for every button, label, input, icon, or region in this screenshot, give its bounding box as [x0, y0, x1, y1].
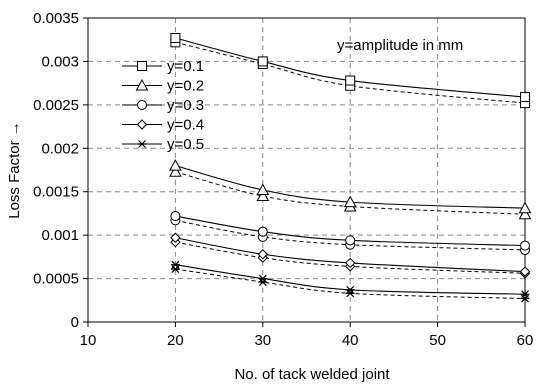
data-point — [518, 201, 532, 214]
x-tick-label: 50 — [429, 332, 446, 349]
data-point-dashed — [518, 207, 532, 220]
series-line — [175, 215, 526, 247]
data-point — [258, 274, 268, 283]
legend-item: y=0.5 — [122, 136, 204, 153]
legend-marker — [136, 119, 148, 130]
y-tick-label: 0 — [71, 314, 79, 331]
series-y=0.3 — [170, 211, 530, 255]
x-tick-label: 60 — [517, 332, 534, 349]
series-y=0.2 — [169, 159, 532, 220]
y-tick-labels: 0 0.0005 0.001 0.0015 0.002 0.0025 0.003 0.0035 — [33, 10, 79, 331]
legend-item: y=0.4 — [122, 117, 204, 134]
legend-label: y=0.4 — [167, 117, 204, 134]
series-line — [175, 237, 526, 273]
data-point — [345, 285, 355, 294]
legend-marker — [137, 140, 147, 148]
legend-label: y=0.5 — [167, 136, 204, 153]
data-point — [257, 249, 269, 260]
y-tick-label: 0.0025 — [33, 97, 79, 114]
legend-item: y=0.1 — [122, 58, 204, 75]
legend-item: y=0.3 — [122, 97, 204, 114]
legend-marker — [135, 78, 149, 91]
y-tick-label: 0.002 — [41, 140, 79, 157]
y-tick-label: 0.001 — [41, 227, 79, 244]
data-point — [344, 257, 356, 269]
data-point-dashed — [256, 189, 270, 202]
series-line-dashed — [175, 41, 526, 104]
data-point — [519, 266, 531, 277]
y-axis-title: Loss Factor → — [6, 121, 23, 219]
grid-lines — [88, 17, 526, 322]
x-tick-label: 40 — [342, 332, 359, 349]
data-point — [170, 260, 180, 269]
legend-label: y=0.2 — [167, 78, 204, 95]
x-tick-labels: 10 20 30 40 50 60 — [80, 332, 534, 349]
legend: y=0.1 y=0.2 y=0.3 y=0.4 y=0.5 — [122, 58, 204, 153]
data-point — [170, 211, 181, 222]
amplitude-annotation: y=amplitude in mm — [337, 37, 463, 54]
data-point — [520, 290, 530, 299]
data-point — [343, 195, 357, 208]
series-line-dashed — [175, 268, 526, 300]
series-line — [175, 37, 526, 98]
data-point — [257, 226, 268, 237]
data-point — [170, 232, 181, 243]
x-tick-label: 30 — [254, 332, 271, 349]
y-tick-label: 0.003 — [41, 53, 79, 70]
y-tick-label: 0.0015 — [33, 184, 79, 201]
axes — [83, 17, 526, 327]
series-group — [169, 32, 532, 303]
x-axis-title: No. of tack welded joint — [234, 366, 390, 383]
legend-label: y=0.1 — [167, 58, 204, 75]
legend-item: y=0.2 — [122, 78, 204, 95]
series-line — [175, 165, 526, 209]
data-point — [345, 235, 356, 246]
data-point — [257, 56, 268, 67]
data-point — [345, 75, 356, 86]
data-point — [169, 159, 182, 171]
plot-frame — [87, 17, 526, 323]
legend-marker — [137, 61, 147, 71]
series-line — [175, 264, 526, 295]
y-tick-label: 0.0035 — [33, 10, 79, 27]
x-tick-label: 20 — [167, 332, 184, 349]
series-line-dashed — [175, 241, 526, 274]
x-tick-label: 10 — [80, 332, 97, 349]
data-point-dashed — [169, 165, 182, 177]
legend-marker — [137, 100, 147, 110]
data-point — [520, 240, 530, 251]
legend-label: y=0.3 — [167, 97, 204, 114]
y-tick-label: 0.0005 — [33, 271, 79, 288]
data-point — [520, 92, 530, 103]
series-y=0.5 — [170, 260, 530, 303]
data-point — [256, 183, 270, 195]
series-y=0.4 — [170, 232, 531, 279]
series-y=0.1 — [170, 32, 530, 109]
series-line-dashed — [175, 219, 526, 251]
data-point — [170, 32, 181, 43]
